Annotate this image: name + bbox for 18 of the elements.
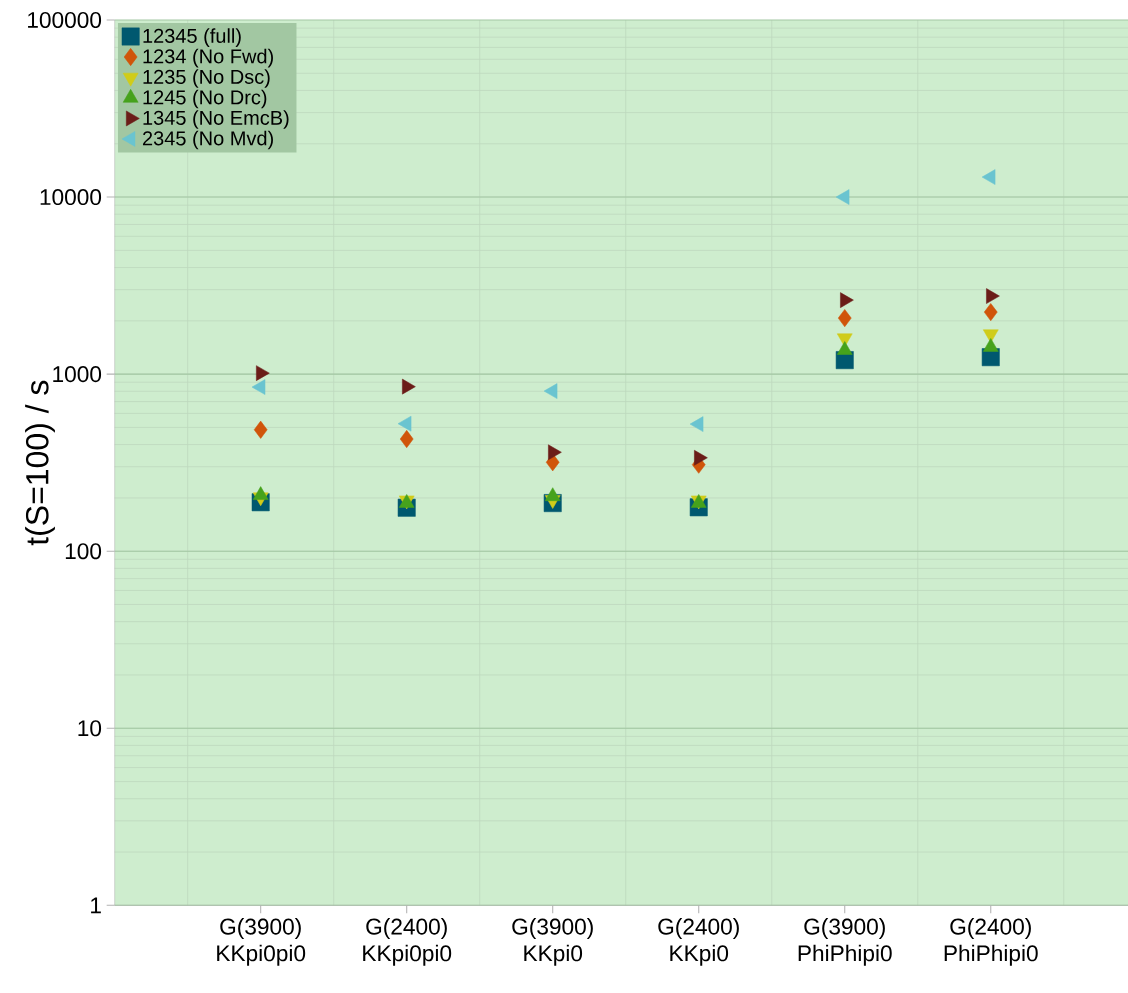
y-tick-label: 100: [65, 543, 102, 560]
x-tick-label: G(2400) KKpi0pi0: [363, 917, 452, 966]
y-tick-label: 100000: [28, 11, 102, 28]
legend-label: 1234 (No Fwd): [143, 48, 273, 68]
x-tick-label: G(3900) KKpi0pi0: [217, 917, 306, 966]
y-tick-label: 1: [91, 897, 101, 913]
x-tick-label: G(3900) KKpi0: [512, 917, 593, 966]
legend-label: 2345 (No Mvd): [142, 130, 273, 150]
y-tick-label: 1000: [53, 365, 102, 382]
x-tick-label: G(2400) KKpi0: [658, 917, 739, 966]
legend-label: 1245 (No Drc): [143, 89, 267, 109]
y-tick-label: 10000: [40, 188, 102, 205]
y-tick-label: 10: [78, 720, 102, 737]
x-tick-label: G(2400) PhiPhipi0: [944, 917, 1038, 966]
x-tick-label: G(3900) PhiPhipi0: [798, 917, 892, 966]
legend-label: 1235 (No Dsc): [143, 69, 270, 88]
legend-label: 1345 (No EmcB): [143, 110, 289, 129]
legend-label: 12345 (full): [143, 28, 241, 47]
